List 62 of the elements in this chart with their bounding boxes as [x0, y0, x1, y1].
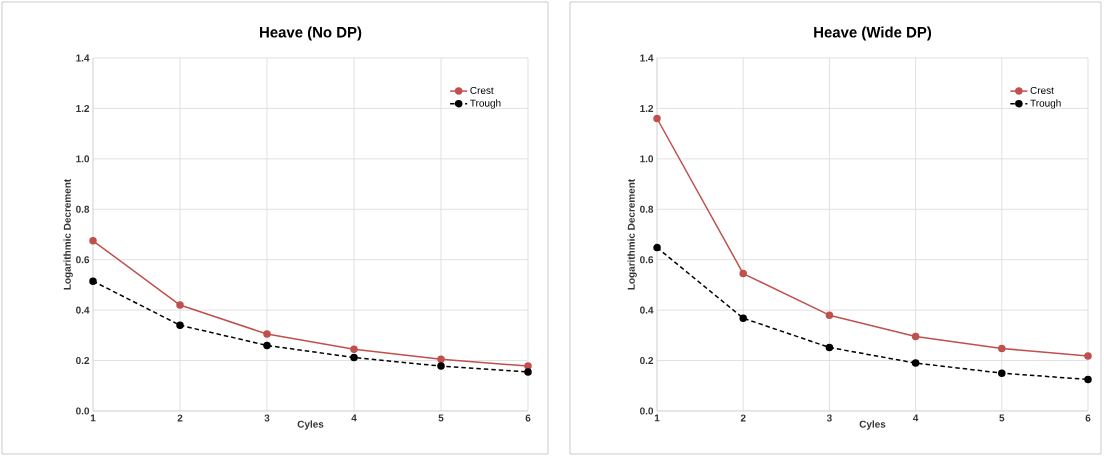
y-tick-label: 0.4 [76, 306, 90, 314]
y-axis-title: Logarithmic Decrement [627, 178, 637, 290]
x-tick-label: 3 [264, 414, 270, 422]
x-axis-title: Cyles [859, 420, 886, 430]
point [350, 353, 358, 362]
point [911, 359, 920, 367]
x-tick-label: 4 [912, 414, 919, 422]
y-tick-label: 0.6 [76, 256, 90, 264]
x-axis-title: Cyles [297, 420, 324, 430]
y-tick-label: 1.2 [640, 104, 654, 112]
x-tick-label: 5 [438, 414, 444, 422]
x-tick-label: 3 [826, 414, 832, 422]
point [653, 243, 661, 252]
y-tick-label: 0.2 [640, 357, 654, 365]
point [524, 368, 532, 376]
x-tick-label: 1 [90, 414, 96, 422]
point [1084, 375, 1092, 384]
point [524, 362, 532, 370]
point [825, 311, 834, 319]
point [911, 332, 920, 341]
x-tick-label: 4 [351, 414, 357, 422]
y-tick-label: 0.4 [640, 306, 654, 314]
point [653, 114, 661, 123]
point [89, 237, 97, 245]
legend-label: Trough [470, 99, 501, 109]
point [89, 277, 97, 285]
y-tick-label: 1.2 [76, 104, 90, 112]
y-tick-label: 1.0 [640, 155, 654, 163]
point [350, 345, 358, 353]
y-tick-label: 1.4 [76, 54, 90, 62]
y-tick-label: 0.6 [640, 256, 654, 264]
y-tick-label: 1.4 [640, 54, 654, 62]
x-tick-label: 1 [654, 414, 660, 422]
legend-label: Trough [1030, 99, 1061, 109]
y-tick-label: 0.8 [640, 205, 654, 213]
x-tick-label: 2 [177, 414, 183, 422]
chart-title: Heave (Wide DP) [814, 26, 932, 41]
point [998, 344, 1006, 353]
x-tick-label: 6 [525, 414, 531, 422]
legend-label: Crest [470, 86, 494, 94]
point [1084, 352, 1092, 360]
chart-title: Heave (No DP) [260, 26, 362, 41]
y-tick-label: 1.0 [76, 155, 90, 163]
point [263, 341, 271, 350]
point [739, 269, 747, 278]
x-tick-label: 6 [1085, 414, 1091, 422]
legend-label: Crest [1030, 86, 1054, 94]
point [437, 362, 445, 370]
y-tick-label: 0.8 [76, 205, 90, 213]
point [176, 301, 184, 309]
x-tick-label: 5 [999, 414, 1005, 422]
point [176, 321, 184, 330]
x-tick-label: 2 [740, 414, 746, 422]
point [437, 355, 445, 364]
point [825, 343, 834, 352]
y-tick-label: 0.0 [640, 407, 654, 415]
y-axis-title: Logarithmic Decrement [63, 178, 73, 290]
point [263, 330, 271, 338]
y-tick-label: 0.2 [76, 357, 90, 365]
point [739, 314, 747, 322]
point [998, 369, 1006, 377]
y-tick-label: 0.0 [76, 407, 90, 415]
